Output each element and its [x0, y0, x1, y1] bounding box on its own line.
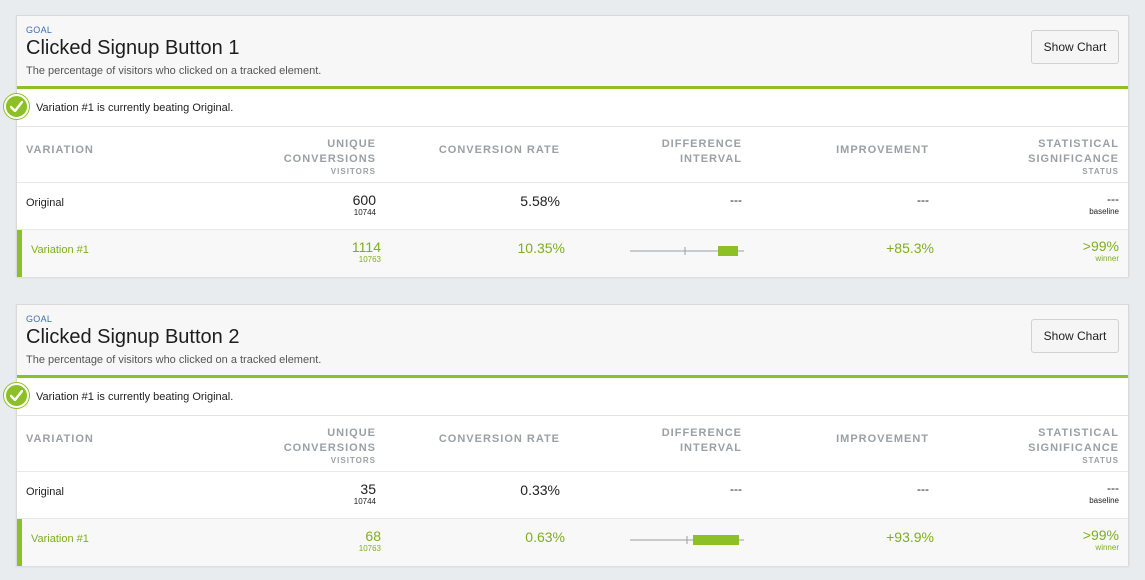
- goal-description: The percentage of visitors who clicked o…: [26, 354, 322, 366]
- conversions-value: 600: [352, 192, 376, 208]
- col-conversion-rate: CONVERSION RATE: [438, 144, 560, 156]
- col-sig-sub: STATUS: [1082, 167, 1119, 176]
- difference-interval: ---: [730, 482, 742, 496]
- col-unique-line1: UNIQUE: [327, 427, 376, 439]
- goal-description: The percentage of visitors who clicked o…: [26, 65, 322, 77]
- table-row-variation: Variation #1 1114 10763 10.35% +85.3% >9…: [17, 230, 1128, 277]
- col-statistical-significance: STATISTICAL SIGNIFICANCE STATUS: [1028, 137, 1119, 177]
- col-variation: VARIATION: [26, 144, 94, 156]
- difference-interval-graphic: [630, 246, 744, 256]
- col-improvement: IMPROVEMENT: [836, 433, 929, 445]
- significance-value: >99%: [1082, 527, 1119, 543]
- goal-title: Clicked Signup Button 1: [26, 37, 240, 59]
- goal-header: GOAL Clicked Signup Button 1 The percent…: [17, 16, 1128, 89]
- difference-interval-graphic: [630, 535, 744, 545]
- col-sig-line1: STATISTICAL: [1038, 138, 1119, 150]
- goal-card: GOAL Clicked Signup Button 2 The percent…: [4, 304, 1129, 566]
- table-header: VARIATION UNIQUE CONVERSIONS VISITORS CO…: [17, 127, 1128, 183]
- col-difference-interval: DIFFERENCE INTERVAL: [662, 137, 742, 167]
- significance-status: winner: [1095, 543, 1119, 552]
- improvement-value: +85.3%: [886, 240, 934, 256]
- significance: --- baseline: [1089, 481, 1119, 506]
- table-header: VARIATION UNIQUE CONVERSIONS VISITORS CO…: [17, 416, 1128, 472]
- col-sig-line1: STATISTICAL: [1038, 427, 1119, 439]
- table-row-original: Original 600 10744 5.58% --- --- --- bas…: [17, 183, 1128, 230]
- improvement-value: ---: [917, 193, 929, 207]
- col-unique-line1: UNIQUE: [327, 138, 376, 150]
- col-unique-line2: CONVERSIONS: [283, 153, 376, 165]
- status-bar: Variation #1 is currently beating Origin…: [4, 89, 1128, 127]
- conversion-rate: 10.35%: [517, 240, 565, 256]
- checkmark-icon: [4, 94, 29, 119]
- col-statistical-significance: STATISTICAL SIGNIFICANCE STATUS: [1028, 426, 1119, 466]
- conversion-rate: 0.33%: [520, 482, 560, 498]
- checkmark-icon: [4, 383, 29, 408]
- significance-status: baseline: [1089, 207, 1119, 216]
- goal-title: Clicked Signup Button 2: [26, 326, 240, 348]
- significance: --- baseline: [1089, 192, 1119, 217]
- visitors-value: 10763: [358, 544, 381, 553]
- col-sig-sub: STATUS: [1082, 456, 1119, 465]
- difference-interval: ---: [730, 193, 742, 207]
- col-diff-line2: INTERVAL: [680, 442, 742, 454]
- significance-value: ---: [1107, 481, 1119, 495]
- col-sig-line2: SIGNIFICANCE: [1028, 153, 1119, 165]
- goal-label: GOAL: [26, 314, 53, 324]
- unique-conversions: 600 10744: [353, 193, 376, 218]
- significance-status: baseline: [1089, 496, 1119, 505]
- col-unique-conversions: UNIQUE CONVERSIONS VISITORS: [284, 137, 376, 177]
- col-unique-sub: VISITORS: [330, 456, 376, 465]
- col-unique-line2: CONVERSIONS: [283, 442, 376, 454]
- col-variation: VARIATION: [26, 433, 94, 445]
- conversion-rate: 0.63%: [525, 529, 565, 545]
- col-unique-sub: VISITORS: [330, 167, 376, 176]
- col-conversion-rate: CONVERSION RATE: [438, 433, 560, 445]
- col-diff-line1: DIFFERENCE: [661, 138, 742, 150]
- status-message: Variation #1 is currently beating Origin…: [36, 391, 234, 403]
- col-sig-line2: SIGNIFICANCE: [1028, 442, 1119, 454]
- goal-header: GOAL Clicked Signup Button 2 The percent…: [17, 305, 1128, 378]
- variation-name: Original: [26, 197, 64, 209]
- conversion-rate: 5.58%: [520, 193, 560, 209]
- col-difference-interval: DIFFERENCE INTERVAL: [662, 426, 742, 456]
- col-diff-line2: INTERVAL: [680, 153, 742, 165]
- variation-name: Variation #1: [31, 244, 89, 256]
- visitors-value: 10763: [358, 255, 381, 264]
- show-chart-button[interactable]: Show Chart: [1031, 319, 1119, 353]
- improvement-value: +93.9%: [886, 529, 934, 545]
- significance: >99% winner: [1083, 239, 1119, 264]
- col-improvement: IMPROVEMENT: [836, 144, 929, 156]
- goal-label: GOAL: [26, 25, 53, 35]
- col-diff-line1: DIFFERENCE: [661, 427, 742, 439]
- significance-value: >99%: [1082, 238, 1119, 254]
- significance-value: ---: [1107, 192, 1119, 206]
- variation-name: Original: [26, 486, 64, 498]
- unique-conversions: 68 10763: [359, 529, 381, 554]
- table-row-original: Original 35 10744 0.33% --- --- --- base…: [17, 472, 1128, 519]
- improvement-value: ---: [917, 482, 929, 496]
- show-chart-button[interactable]: Show Chart: [1031, 30, 1119, 64]
- goal-card: GOAL Clicked Signup Button 1 The percent…: [4, 15, 1129, 277]
- unique-conversions: 35 10744: [354, 482, 376, 507]
- conversions-value: 68: [365, 528, 381, 544]
- col-unique-conversions: UNIQUE CONVERSIONS VISITORS: [284, 426, 376, 466]
- status-bar: Variation #1 is currently beating Origin…: [4, 378, 1128, 416]
- conversions-value: 35: [360, 481, 376, 497]
- unique-conversions: 1114 10763: [352, 240, 381, 265]
- conversions-value: 1114: [351, 239, 381, 255]
- significance-status: winner: [1095, 254, 1119, 263]
- variation-name: Variation #1: [31, 533, 89, 545]
- visitors-value: 10744: [353, 497, 376, 506]
- table-row-variation: Variation #1 68 10763 0.63% +93.9% >99% …: [17, 519, 1128, 566]
- status-message: Variation #1 is currently beating Origin…: [36, 102, 234, 114]
- visitors-value: 10744: [353, 208, 376, 217]
- significance: >99% winner: [1083, 528, 1119, 553]
